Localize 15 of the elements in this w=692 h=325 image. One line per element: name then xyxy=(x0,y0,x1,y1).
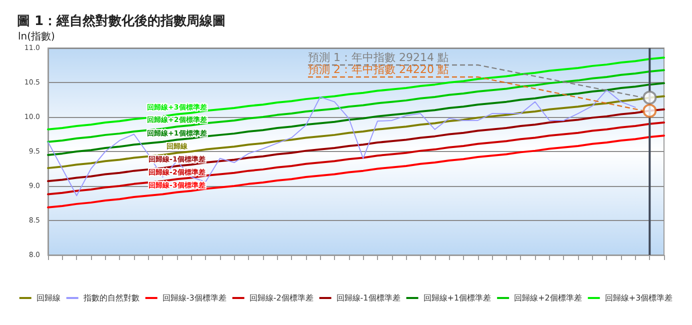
legend-label: 回歸線+1個標準差 xyxy=(423,294,492,302)
annotation: 預測 1：年中指數 29214 點 xyxy=(308,51,448,64)
legend-label: 指數的自然對數 xyxy=(82,294,140,302)
line-series xyxy=(47,82,665,156)
legend-label: 回歸線-2個標準差 xyxy=(249,294,314,302)
y-axis-title: ln(指數) xyxy=(18,30,56,42)
line-series xyxy=(48,90,636,196)
chart-title: 圖 1：經自然對數化後的指數周線圖 xyxy=(17,13,226,29)
line-series xyxy=(47,122,665,196)
legend-label: 回歸線-3個標準差 xyxy=(162,294,226,302)
legend-label: 回歸線+3個標準差 xyxy=(604,294,673,302)
legend-label: 回歸線-1個標準差 xyxy=(336,294,400,302)
annotation: 預測 2：年中指數 24220 點 xyxy=(308,63,448,76)
legend-label: 回歸線 xyxy=(36,294,60,302)
legend-label: 回歸線+2個標準差 xyxy=(514,294,582,302)
